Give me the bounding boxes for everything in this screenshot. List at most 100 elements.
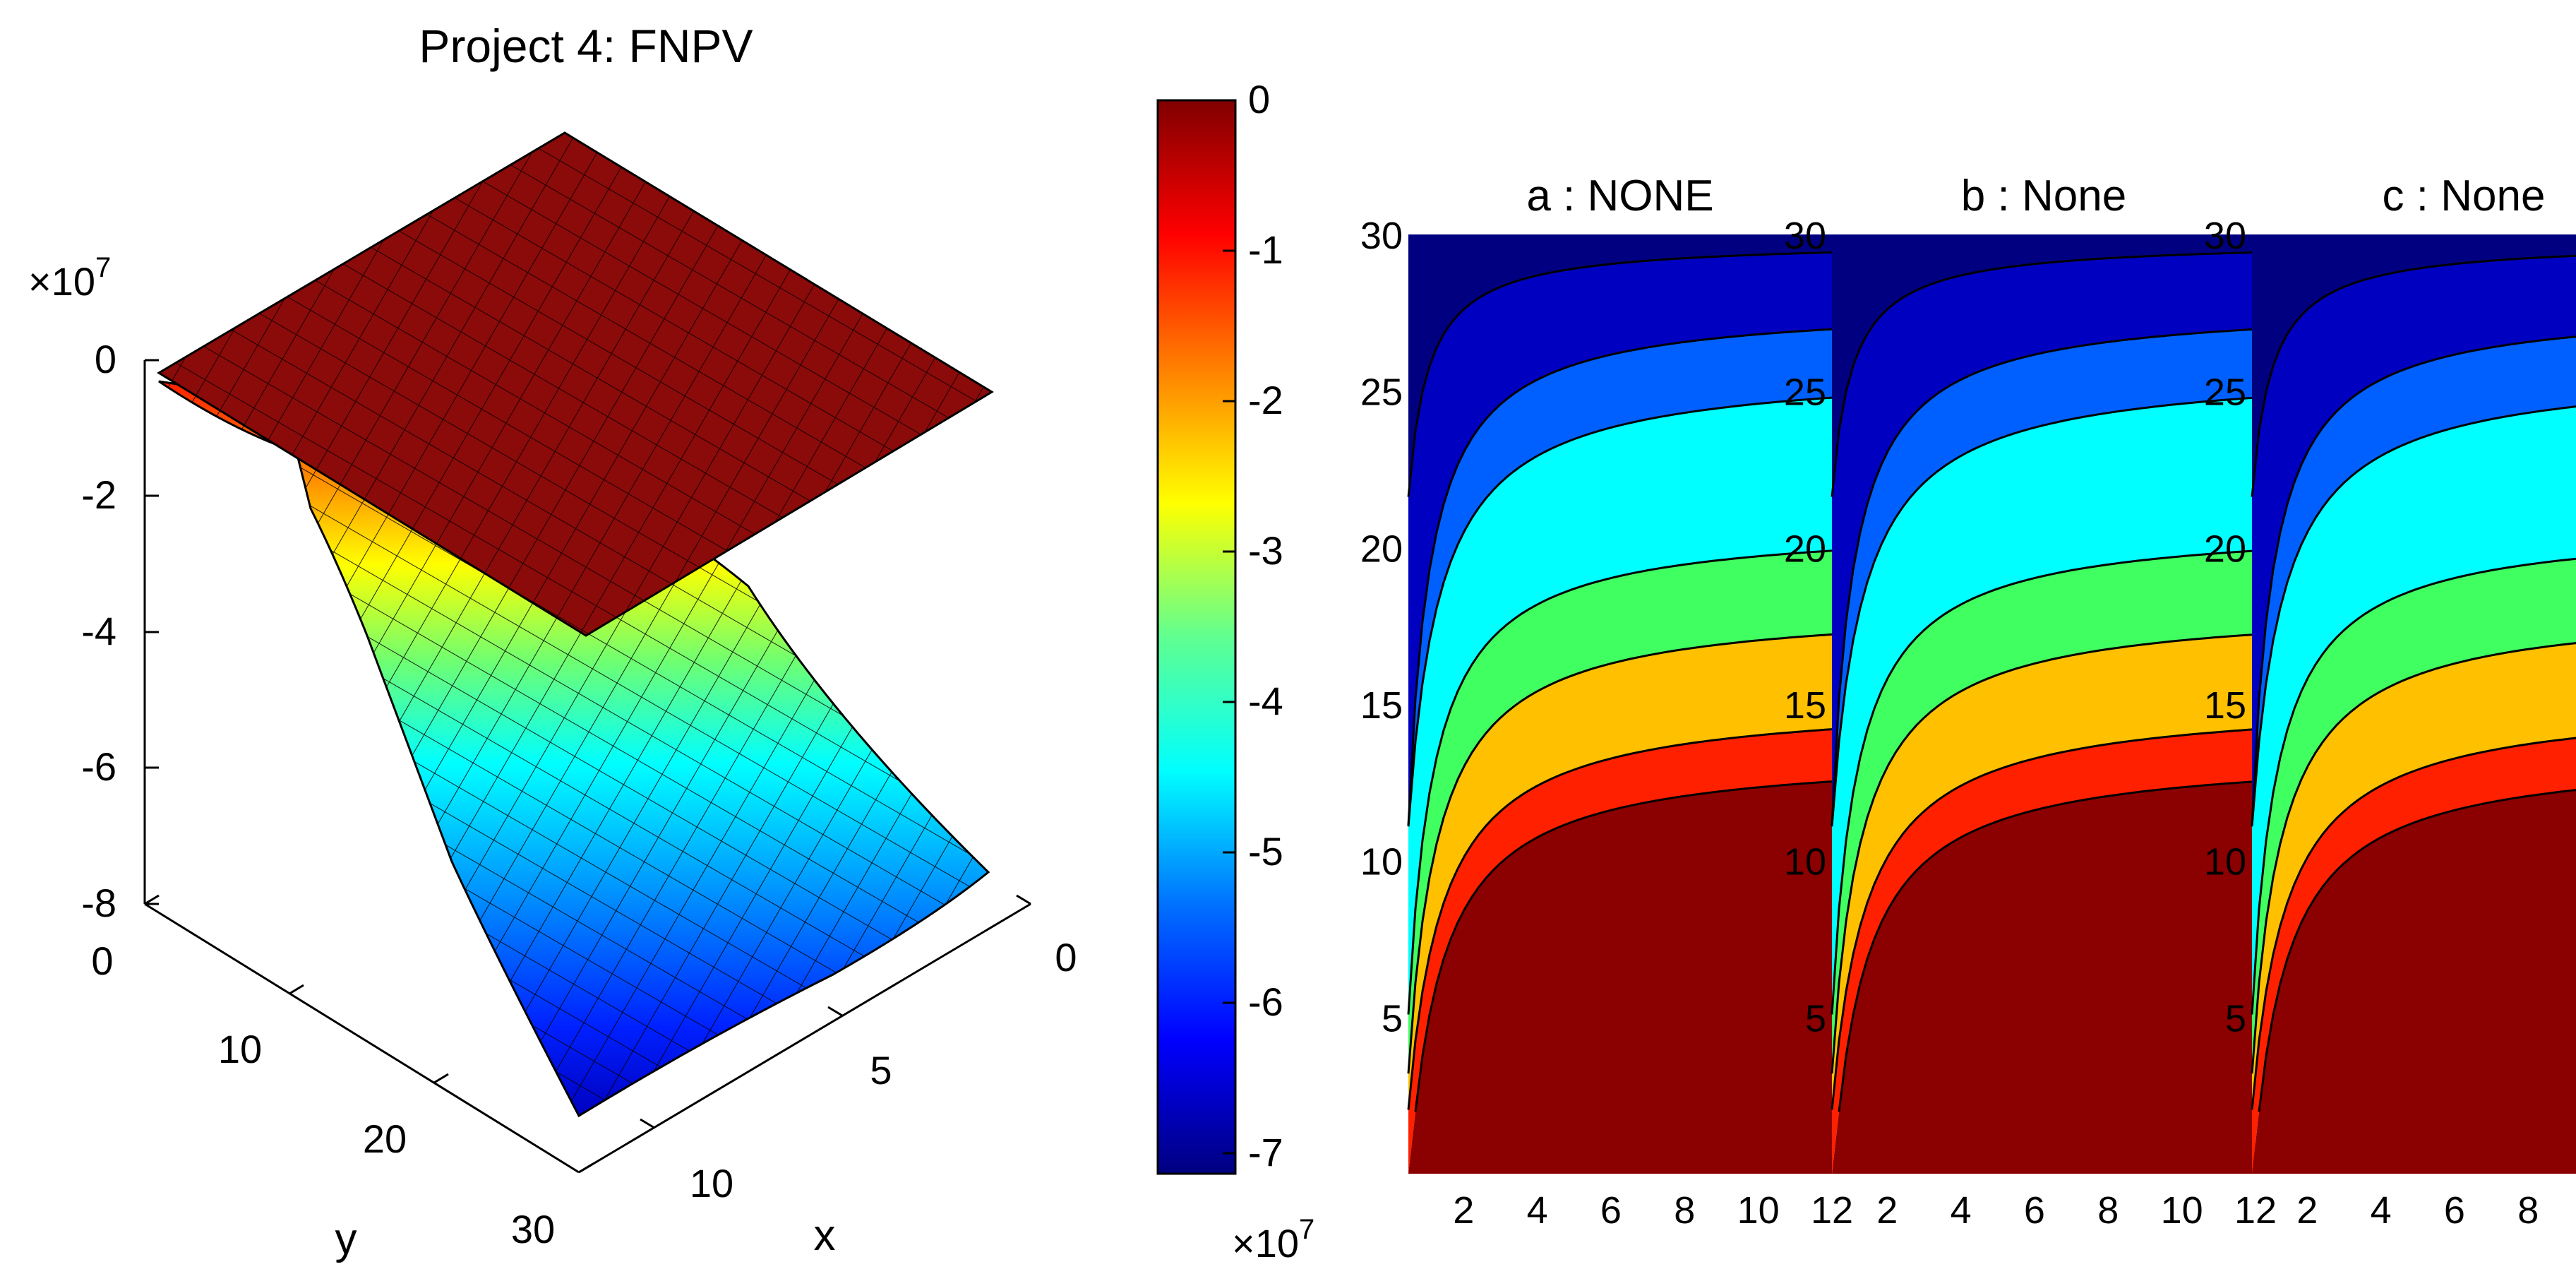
contour-x-tick-1-4: 10	[2161, 1189, 2203, 1232]
colorbar-ticks: 0 -1 -2 -3 -4 -5 -6 -7	[1223, 77, 1283, 1174]
contour-band-0-0	[1408, 781, 1832, 1174]
surface-z-multiplier-base: ×10	[28, 259, 95, 304]
surface-y-tick-3: 30	[511, 1207, 555, 1251]
contour-y-tick-0-0: 5	[1382, 997, 1403, 1040]
surface-x-label: x	[814, 1211, 836, 1260]
contour-x-tick-0-5: 12	[1811, 1189, 1853, 1232]
contour-title-2: c : None	[2383, 172, 2546, 220]
contour-band-2-3	[2252, 559, 2576, 1074]
surface-z-multiplier-exp: 7	[95, 252, 111, 283]
colorbar-tick-2: -2	[1248, 378, 1283, 422]
surface-title: Project 4: FNPV	[419, 20, 753, 72]
contour-panel-0: a : NONE 5 10 15 20 25 30 2 4 6 8 10 12	[1360, 172, 1853, 1232]
surface-z-tick-1: -2	[81, 472, 116, 517]
colorbar-multiplier-base: ×10	[1232, 1221, 1299, 1266]
contour-x-tick-0-2: 6	[1600, 1189, 1622, 1232]
contour-y-tick-0-1: 10	[1360, 841, 1403, 883]
contour-band-0-5	[1408, 329, 1832, 827]
surface-y-axis-line	[144, 903, 580, 1174]
contour-x-tick-0-0: 2	[1453, 1189, 1474, 1232]
contour-y-tick-0-2: 15	[1360, 684, 1403, 727]
contour-title-0: a : NONE	[1526, 172, 1713, 220]
contour-line-1-1	[1831, 728, 2256, 1110]
contour-x-tick-1-5: 12	[2234, 1189, 2277, 1232]
contour-x-tick-2-2: 6	[2444, 1189, 2465, 1232]
contour-line-2-0	[2258, 789, 2576, 1112]
contour-band-2-2	[2252, 643, 2576, 1110]
contour-x-tick-1-2: 6	[2024, 1189, 2045, 1232]
contour-y-tick-1-5: 30	[1784, 215, 1826, 257]
surface-y-tick-1: 10	[218, 1027, 262, 1071]
contour-x-tick-0-1: 4	[1527, 1189, 1548, 1232]
contour-line-2-4	[2251, 405, 2576, 827]
contour-x-tick-1-1: 4	[1951, 1189, 1972, 1232]
contour-line-0-6	[1407, 251, 1833, 497]
contour-line-2-3	[2251, 557, 2576, 1015]
colorbar-tick-5: -5	[1248, 829, 1283, 874]
contour-line-0-3	[1407, 549, 1833, 1015]
surface-z-tick-0: 0	[95, 337, 116, 381]
colorbar-fill	[1156, 99, 1237, 1175]
contour-line-1-2	[1831, 633, 2256, 1074]
contour-band-2-7	[2252, 234, 2576, 497]
surface-y-tick-0: 0	[91, 939, 113, 983]
contour-line-0-2	[1407, 633, 1833, 1074]
contour-band-1-5	[1832, 329, 2256, 827]
contour-y-tick-0-4: 25	[1360, 371, 1403, 414]
surface-y-label: y	[335, 1215, 357, 1263]
contour-y-tick-2-3: 20	[2204, 528, 2246, 570]
contour-band-2-4	[2252, 406, 2576, 1015]
contour-y-tick-0-5: 30	[1360, 215, 1403, 257]
contour-band-0-7	[1408, 234, 1832, 497]
contour-y-tick-1-2: 15	[1784, 684, 1826, 727]
contour-line-1-0	[1838, 780, 2256, 1112]
contour-line-0-5	[1407, 328, 1833, 826]
contour-band-1-7	[1832, 234, 2256, 497]
surface-z-ticks: 0 -2 -4 -6 -8	[81, 337, 159, 925]
colorbar-tick-3: -3	[1248, 528, 1283, 573]
contour-line-2-6	[2251, 254, 2576, 497]
surface-z-tick-3: -6	[81, 744, 116, 789]
contour-x-tick-1-0: 2	[1876, 1189, 1898, 1232]
contour-band-0-4	[1408, 398, 1832, 1015]
contour-line-1-4	[1831, 396, 2256, 827]
contour-y-tick-2-4: 25	[2204, 371, 2246, 414]
colorbar-tick-6: -6	[1248, 980, 1283, 1024]
contour-y-tick-2-1: 10	[2204, 841, 2246, 883]
contour-line-1-6	[1831, 251, 2256, 497]
contour-y-tick-1-4: 25	[1784, 371, 1826, 414]
contour-band-1-6	[1832, 252, 2256, 826]
contour-band-1-3	[1832, 550, 2256, 1074]
contour-line-2-1	[2251, 737, 2576, 1110]
contour-band-2-1	[2252, 738, 2576, 1174]
contour-line-0-1	[1407, 728, 1833, 1110]
contour-band-2-5	[2252, 336, 2576, 827]
contour-band-2-0	[2252, 790, 2576, 1174]
colorbar-tick-4: -4	[1248, 679, 1283, 723]
surface-x-ticks: 0 5 10	[640, 894, 1077, 1205]
contour-band-0-6	[1408, 252, 1832, 826]
contour-y-tick-1-1: 10	[1784, 841, 1826, 883]
contour-line-1-3	[1831, 549, 2256, 1015]
colorbar-tick-0: 0	[1248, 77, 1270, 121]
contour-x-tick-2-1: 4	[2371, 1189, 2392, 1232]
colorbar-tick-1: -1	[1248, 227, 1283, 272]
colorbar-multiplier: ×107	[1232, 1214, 1314, 1266]
contour-band-1-2	[1832, 634, 2256, 1110]
colorbar: 0 -1 -2 -3 -4 -5 -6 -7 ×107	[1156, 77, 1314, 1266]
surface-flat-plane-grid	[159, 133, 992, 636]
surface-curved-grid	[159, 381, 988, 1116]
contour-y-tick-2-2: 15	[2204, 684, 2246, 727]
contour-line-0-0	[1414, 780, 1833, 1112]
contour-y-tick-2-0: 5	[2225, 997, 2246, 1040]
surface-y-ticks: 0 10 20 30	[91, 894, 594, 1251]
contour-band-1-0	[1832, 781, 2256, 1174]
contour-panel-1: b : None 5 10 15 20 25 30 2 4 6 8 10 12	[1784, 172, 2277, 1232]
contour-line-1-5	[1831, 328, 2256, 826]
contour-y-tick-0-3: 20	[1360, 528, 1403, 570]
contour-x-tick-2-0: 2	[2296, 1189, 2318, 1232]
contour-title-1: b : None	[1961, 172, 2126, 220]
